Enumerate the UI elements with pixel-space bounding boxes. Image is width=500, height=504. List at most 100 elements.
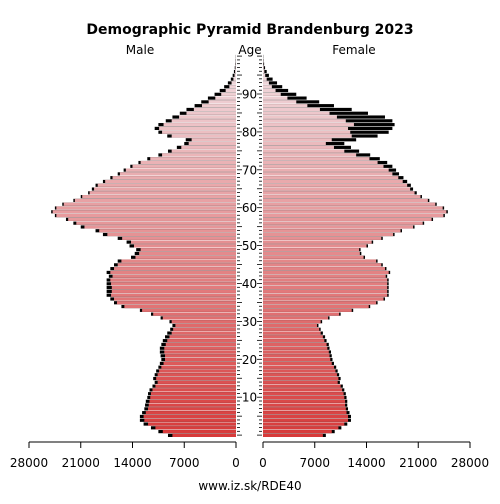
female-bar-age-20 bbox=[263, 358, 330, 361]
female-bar-age-84 bbox=[263, 115, 337, 118]
male-bar-age-65 bbox=[94, 187, 236, 190]
female-bar-age-85 bbox=[263, 112, 330, 115]
female-bar-age-29 bbox=[263, 324, 317, 327]
male-bar-age-88 bbox=[209, 100, 236, 103]
male-bar-age-59 bbox=[53, 210, 236, 213]
male-bar-age-37 bbox=[111, 294, 236, 297]
male-bar-age-54 bbox=[99, 229, 236, 232]
male-bar-age-1 bbox=[163, 430, 236, 433]
male-bar-age-56 bbox=[76, 222, 236, 225]
female-bar-age-40 bbox=[263, 282, 387, 285]
male-bar-age-76 bbox=[181, 146, 236, 149]
male-bar-age-82 bbox=[164, 123, 236, 126]
female-bar-age-64 bbox=[263, 191, 415, 194]
male-bars bbox=[51, 55, 236, 437]
male-bar-age-9 bbox=[150, 400, 237, 403]
female-bar-age-55 bbox=[263, 225, 413, 228]
female-bar-age-62 bbox=[263, 199, 428, 202]
female-bar-age-13 bbox=[263, 385, 341, 388]
female-bar-age-23 bbox=[263, 347, 327, 350]
age-tick-label-70: 70 bbox=[242, 163, 257, 177]
male-bar-age-89 bbox=[215, 97, 236, 100]
male-bar-age-14 bbox=[158, 381, 236, 384]
age-tick-label-60: 60 bbox=[242, 201, 257, 215]
male-bar-age-75 bbox=[172, 150, 236, 153]
female-bar-age-35 bbox=[263, 301, 376, 304]
female-x-tick-label-28000: 28000 bbox=[451, 456, 489, 470]
female-bar-age-54 bbox=[263, 229, 401, 232]
female-bar-age-48 bbox=[263, 252, 360, 255]
male-bar-age-96 bbox=[235, 70, 236, 73]
male-bar-age-7 bbox=[148, 407, 236, 410]
male-bar-age-10 bbox=[150, 396, 236, 399]
male-bar-age-39 bbox=[112, 286, 236, 289]
female-bar-age-9 bbox=[263, 400, 345, 403]
male-bar-age-79 bbox=[172, 134, 236, 137]
male-bar-age-94 bbox=[233, 78, 236, 81]
age-tick-label-90: 90 bbox=[242, 88, 257, 102]
male-bar-age-72 bbox=[141, 161, 236, 164]
male-bar-age-69 bbox=[120, 172, 236, 175]
male-bar-age-92 bbox=[229, 85, 236, 88]
male-bar-age-71 bbox=[133, 165, 237, 168]
female-bar-age-50 bbox=[263, 244, 367, 247]
female-bar-age-69 bbox=[263, 172, 392, 175]
male-bar-age-52 bbox=[122, 237, 236, 240]
male-bar-age-6 bbox=[146, 411, 236, 414]
female-bar-age-83 bbox=[263, 119, 346, 122]
female-bar-age-81 bbox=[263, 127, 348, 130]
male-bar-age-77 bbox=[189, 142, 236, 145]
female-bar-age-28 bbox=[263, 328, 319, 331]
male-bar-age-42 bbox=[113, 275, 236, 278]
male-bar-age-85 bbox=[186, 112, 236, 115]
female-bar-age-11 bbox=[263, 392, 344, 395]
female-label: Female bbox=[332, 43, 375, 57]
female-bar-age-46 bbox=[263, 259, 376, 262]
male-bar-age-78 bbox=[192, 138, 236, 141]
male-bar-age-45 bbox=[118, 263, 236, 266]
male-bar-age-73 bbox=[150, 157, 236, 160]
male-bar-age-24 bbox=[166, 343, 236, 346]
male-bar-age-8 bbox=[149, 403, 236, 406]
female-bar-age-42 bbox=[263, 275, 386, 278]
female-bar-age-82 bbox=[263, 123, 354, 126]
male-bar-age-49 bbox=[141, 248, 236, 251]
male-bar-age-67 bbox=[105, 180, 236, 183]
male-bar-age-62 bbox=[75, 199, 236, 202]
chart-title: Demographic Pyramid Brandenburg 2023 bbox=[86, 22, 413, 38]
female-bar-age-22 bbox=[263, 350, 329, 353]
female-x-tick-label-7000: 7000 bbox=[299, 456, 330, 470]
male-bar-age-53 bbox=[107, 233, 236, 236]
female-bars bbox=[263, 55, 448, 437]
female-bar-age-51 bbox=[263, 241, 372, 244]
female-bar-age-57 bbox=[263, 218, 432, 221]
male-bar-age-66 bbox=[98, 184, 236, 187]
male-bar-age-40 bbox=[111, 282, 236, 285]
male-bar-age-97 bbox=[235, 66, 236, 69]
male-x-tick-label-21000: 21000 bbox=[62, 456, 100, 470]
female-bar-age-97 bbox=[263, 66, 264, 69]
female-bar-age-38 bbox=[263, 290, 387, 293]
female-bar-age-30 bbox=[263, 320, 321, 323]
female-bar-age-7 bbox=[263, 407, 346, 410]
male-bar-age-80 bbox=[162, 131, 236, 134]
female-bar-age-26 bbox=[263, 335, 323, 338]
female-bar-age-86 bbox=[263, 108, 320, 111]
female-bar-age-80 bbox=[263, 131, 350, 134]
male-bar-age-33 bbox=[142, 309, 236, 312]
male-bar-age-51 bbox=[131, 241, 236, 244]
male-bar-age-35 bbox=[117, 301, 236, 304]
male-bar-age-48 bbox=[139, 252, 236, 255]
female-bar-age-36 bbox=[263, 297, 384, 300]
male-bar-age-18 bbox=[161, 366, 236, 369]
female-bar-age-79 bbox=[263, 134, 352, 137]
male-x-tick-label-0: 0 bbox=[232, 456, 240, 470]
female-bar-age-4 bbox=[263, 419, 348, 422]
female-bar-age-63 bbox=[263, 195, 420, 198]
female-bar-age-14 bbox=[263, 381, 338, 384]
male-bar-age-27 bbox=[172, 331, 236, 334]
female-bar-age-52 bbox=[263, 237, 381, 240]
male-bar-age-2 bbox=[155, 426, 236, 429]
male-bar-age-41 bbox=[110, 278, 236, 281]
